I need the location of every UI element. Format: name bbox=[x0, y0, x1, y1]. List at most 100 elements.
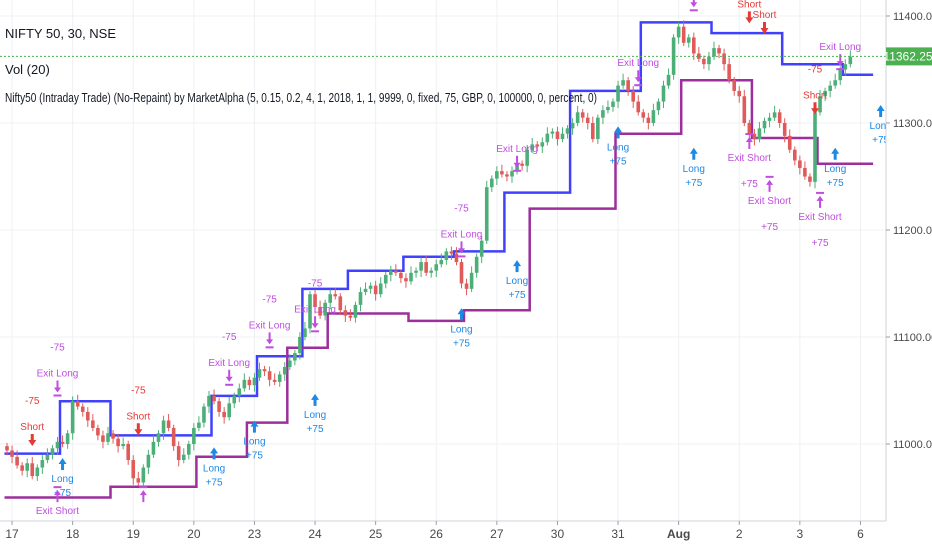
signal-label: Long bbox=[243, 437, 265, 448]
candle bbox=[272, 373, 277, 386]
candle bbox=[793, 146, 797, 166]
candle bbox=[419, 257, 423, 278]
candle bbox=[217, 397, 221, 417]
candle bbox=[181, 448, 186, 464]
candle bbox=[232, 392, 237, 409]
signal-label: Long bbox=[506, 276, 528, 287]
candle bbox=[383, 271, 388, 289]
candle bbox=[722, 48, 726, 71]
candle bbox=[207, 391, 211, 413]
signal-label: +75 bbox=[307, 424, 324, 435]
candle bbox=[626, 76, 630, 96]
candle bbox=[843, 59, 848, 76]
volume-indicator-label[interactable]: Vol (20) bbox=[5, 62, 50, 77]
candle bbox=[484, 180, 489, 244]
signal-label: Short bbox=[737, 0, 761, 10]
x-tick-label: 27 bbox=[490, 527, 504, 541]
candle bbox=[525, 144, 529, 173]
candle bbox=[464, 278, 469, 296]
signal-exit-long: Exit Long bbox=[617, 58, 659, 87]
signal-label: +75 bbox=[206, 477, 223, 488]
candle bbox=[641, 109, 646, 123]
signal-label: -75 bbox=[308, 278, 323, 289]
y-tick-label: 11000.00 bbox=[893, 439, 932, 451]
candle bbox=[777, 109, 782, 128]
candle bbox=[75, 394, 80, 410]
candle bbox=[651, 103, 656, 127]
candle bbox=[813, 107, 817, 189]
signal-label: Short bbox=[803, 90, 827, 101]
signal-exit-short bbox=[139, 486, 148, 503]
candle bbox=[575, 105, 580, 127]
candle bbox=[343, 305, 348, 323]
candle bbox=[530, 137, 534, 153]
x-axis[interactable]: 17 18 19 20 23 24 25 26 27 30 31 Aug 2 3 6 bbox=[0, 520, 932, 550]
signals: -75 Short Long +75 -75 Exit Long Exit Short -75… bbox=[20, 0, 895, 517]
candle bbox=[803, 161, 807, 180]
signal-exit-short: Exit Short bbox=[36, 486, 79, 517]
candle bbox=[601, 105, 605, 125]
x-tick-label: 31 bbox=[611, 527, 625, 541]
candle bbox=[732, 76, 736, 96]
candle bbox=[636, 95, 641, 116]
strategy-label[interactable]: Nifty50 (Intraday Trade) (No-Repaint) by… bbox=[5, 90, 597, 105]
candle bbox=[737, 86, 742, 103]
candle bbox=[495, 166, 499, 186]
x-tick-label: 3 bbox=[797, 527, 804, 541]
candle bbox=[126, 440, 130, 465]
x-tick-label: 26 bbox=[430, 527, 444, 541]
signal-exit-long: -75 Exit Long bbox=[441, 203, 482, 258]
candle bbox=[454, 247, 459, 266]
y-tick-label: 11300.00 bbox=[893, 118, 932, 130]
candle bbox=[798, 155, 802, 175]
candle bbox=[10, 445, 14, 464]
candle bbox=[111, 430, 115, 444]
signal-long: Long +75 bbox=[51, 458, 74, 499]
candle bbox=[707, 51, 711, 71]
candle bbox=[444, 248, 449, 265]
signal-label: Long bbox=[51, 474, 73, 485]
candle bbox=[50, 445, 55, 460]
candle bbox=[313, 289, 317, 314]
x-tick-label: 30 bbox=[551, 527, 565, 541]
y-axis[interactable]: 11000.00 11100.00 11200.00 11300.00 11400.00… bbox=[883, 0, 932, 521]
candle bbox=[469, 266, 474, 293]
signal-long: Long +75 bbox=[683, 147, 705, 189]
candle bbox=[399, 269, 403, 283]
signal-label: Short bbox=[126, 411, 150, 422]
signal-exit-long: Exit Long bbox=[496, 144, 538, 172]
candle bbox=[338, 293, 343, 316]
candle bbox=[55, 437, 60, 455]
lower-band-line bbox=[4, 78, 874, 499]
signal-exit-short: Exit Short +75 bbox=[748, 175, 791, 233]
candle bbox=[368, 282, 373, 294]
candle bbox=[333, 287, 338, 300]
signal-long: Long +75 bbox=[304, 393, 326, 435]
candle bbox=[424, 255, 428, 277]
signal-long: Long +75 bbox=[243, 420, 266, 462]
symbol-title[interactable]: NIFTY 50, 30, NSE bbox=[5, 26, 116, 41]
candle bbox=[65, 430, 70, 449]
signal-exit-long: -75 Exit Long bbox=[294, 278, 336, 333]
signal-exit-short: Exit Short +75 bbox=[798, 191, 842, 249]
candle bbox=[702, 55, 706, 69]
y-tick-labels: 11000.00 11100.00 11200.00 11300.00 11400.00 bbox=[886, 11, 932, 451]
signal-label: +75 bbox=[610, 156, 627, 167]
candle bbox=[429, 267, 433, 278]
signal-label: +75 bbox=[453, 338, 470, 349]
candle bbox=[15, 450, 19, 469]
x-tick-label: 23 bbox=[248, 527, 262, 541]
signal-exit-long: -75 Exit Long bbox=[249, 294, 290, 349]
x-axis-background bbox=[0, 521, 932, 550]
candle bbox=[606, 100, 610, 114]
candle bbox=[500, 164, 504, 178]
candle bbox=[833, 73, 837, 89]
candle bbox=[136, 471, 141, 486]
candle bbox=[242, 373, 247, 392]
x-tick-label: 19 bbox=[127, 527, 141, 541]
signal-long: Long +75 bbox=[870, 104, 892, 146]
